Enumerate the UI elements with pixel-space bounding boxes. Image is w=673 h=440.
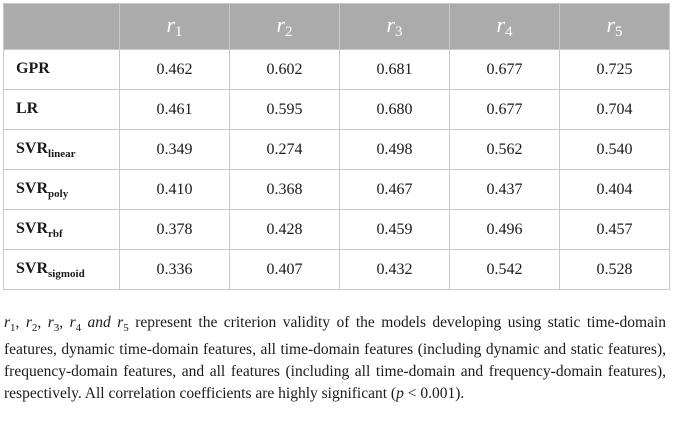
value-cell: 0.274 [229, 129, 340, 170]
value-cell: 0.595 [229, 89, 340, 130]
value-cell: 0.349 [119, 129, 230, 170]
value-cell: 0.459 [339, 209, 450, 250]
value-cell: 0.677 [449, 49, 560, 90]
header-var: r [496, 12, 506, 37]
footnote-var: r1 [4, 314, 16, 335]
table-footnote: r1, r2, r3, r4 and r5 represent the crit… [4, 314, 667, 403]
footnote-and: and [81, 314, 118, 331]
value-cell: 0.428 [229, 209, 340, 250]
value-cell: 0.467 [339, 169, 450, 210]
header-subscript: 3 [395, 24, 403, 40]
model-name-cell: LR [3, 89, 120, 130]
table-row: SVRpoly 0.410 0.368 0.467 0.437 0.404 [3, 169, 670, 210]
value-cell: 0.498 [339, 129, 450, 170]
footnote-var: r3 [47, 314, 60, 335]
value-cell: 0.704 [559, 89, 670, 130]
header-cell: r4 [449, 3, 560, 50]
header-row: r1 r2 r3 r4 r5 [3, 3, 670, 50]
table-row: SVRsigmoid 0.336 0.407 0.432 0.542 0.528 [3, 249, 670, 290]
footnote-p-var: p [396, 385, 404, 403]
value-cell: 0.602 [229, 49, 340, 90]
value-cell: 0.462 [119, 49, 230, 90]
value-cell: 0.540 [559, 129, 670, 170]
value-cell: 0.562 [449, 129, 560, 170]
model-name-cell: SVRrbf [3, 209, 120, 250]
value-cell: 0.461 [119, 89, 230, 130]
footnote-comparison: < 0.001). [403, 385, 465, 403]
table-row: LR 0.461 0.595 0.680 0.677 0.704 [3, 89, 670, 130]
footnote-text: represent the criterion validity of the … [4, 314, 667, 403]
value-cell: 0.496 [449, 209, 560, 250]
value-cell: 0.378 [119, 209, 230, 250]
header-var: r [606, 12, 616, 37]
footnote-var: r5 [117, 314, 129, 335]
results-table: r1 r2 r3 r4 r5 GPR 0.462 0.602 0.681 0.6… [3, 3, 670, 290]
value-cell: 0.542 [449, 249, 560, 290]
table-row: GPR 0.462 0.602 0.681 0.677 0.725 [3, 49, 670, 90]
header-subscript: 1 [175, 24, 183, 40]
value-cell: 0.407 [229, 249, 340, 290]
value-cell: 0.457 [559, 209, 670, 250]
value-cell: 0.410 [119, 169, 230, 210]
header-var: r [386, 12, 396, 37]
footnote-var: r4 [69, 314, 82, 335]
table-row: SVRrbf 0.378 0.428 0.459 0.496 0.457 [3, 209, 670, 250]
table-row: SVRlinear 0.349 0.274 0.498 0.562 0.540 [3, 129, 670, 170]
header-cell: r3 [339, 3, 450, 50]
value-cell: 0.437 [449, 169, 560, 210]
value-cell: 0.404 [559, 169, 670, 210]
header-empty-cell [3, 3, 120, 50]
value-cell: 0.725 [559, 49, 670, 90]
value-cell: 0.680 [339, 89, 450, 130]
value-cell: 0.681 [339, 49, 450, 90]
value-cell: 0.368 [229, 169, 340, 210]
header-var: r [166, 12, 176, 37]
model-name-cell: SVRsigmoid [3, 249, 120, 290]
header-subscript: 4 [505, 24, 513, 40]
header-cell: r5 [559, 3, 670, 50]
value-cell: 0.528 [559, 249, 670, 290]
header-subscript: 5 [615, 24, 623, 40]
value-cell: 0.677 [449, 89, 560, 130]
footnote-var: r2 [25, 314, 38, 335]
header-subscript: 2 [285, 24, 293, 40]
header-cell: r1 [119, 3, 230, 50]
value-cell: 0.336 [119, 249, 230, 290]
model-name-cell: GPR [3, 49, 120, 90]
header-cell: r2 [229, 3, 340, 50]
model-name-cell: SVRpoly [3, 169, 120, 210]
model-name-cell: SVRlinear [3, 129, 120, 170]
value-cell: 0.432 [339, 249, 450, 290]
header-var: r [276, 12, 286, 37]
